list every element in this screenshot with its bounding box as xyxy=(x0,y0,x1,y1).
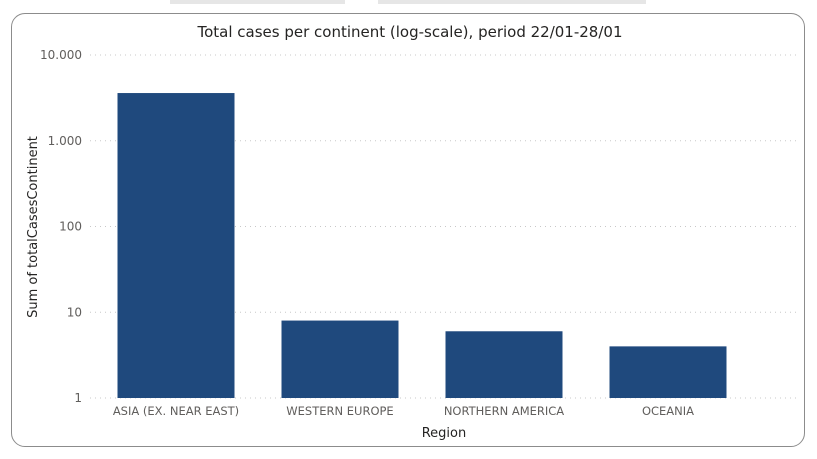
x-tick-label: WESTERN EUROPE xyxy=(286,404,393,418)
gridlines xyxy=(90,54,800,399)
y-tick-label: 100 xyxy=(59,220,82,234)
x-axis-title: Region xyxy=(422,426,467,441)
x-tick-label: NORTHERN AMERICA xyxy=(444,404,564,418)
x-tick-label: ASIA (EX. NEAR EAST) xyxy=(113,404,239,418)
bar[interactable] xyxy=(281,320,399,398)
tab-indicator-right xyxy=(378,0,646,4)
x-axis-ticks: ASIA (EX. NEAR EAST) WESTERN EUROPE NORTHE… xyxy=(113,404,694,418)
chart-title: Total cases per continent (log-scale), p… xyxy=(196,23,622,41)
bar[interactable] xyxy=(445,331,563,398)
y-axis-ticks: 10.000 1.000 100 10 1 xyxy=(40,48,82,405)
y-axis-title: Sum of totalCasesContinent xyxy=(26,136,41,318)
y-tick-label: 10 xyxy=(67,305,82,319)
bar[interactable] xyxy=(609,346,727,398)
y-tick-label: 10.000 xyxy=(40,48,82,62)
x-tick-label: OCEANIA xyxy=(642,404,694,418)
bar[interactable] xyxy=(117,93,235,398)
y-tick-label: 1 xyxy=(74,391,82,405)
tab-indicator-left xyxy=(170,0,345,4)
y-tick-label: 1.000 xyxy=(48,134,82,148)
bars xyxy=(117,93,727,398)
